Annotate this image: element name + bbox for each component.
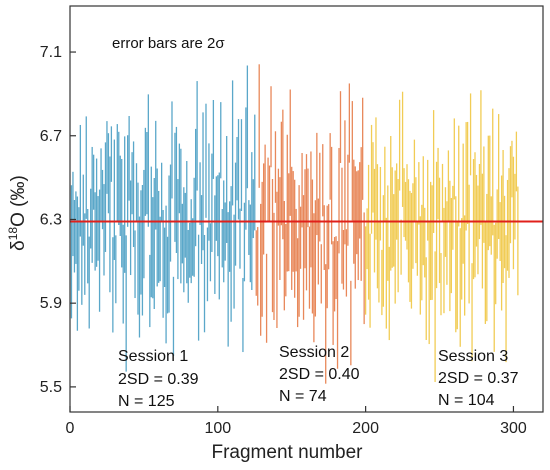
- session-3-name: Session 3: [438, 348, 508, 365]
- y-axis-title-superscript: 18: [6, 227, 20, 241]
- x-tick-label: 0: [66, 420, 75, 437]
- x-tick-label: 100: [204, 420, 231, 437]
- y-tick-label: 5.5: [40, 379, 62, 396]
- session-3-2sd: 2SD = 0.37: [438, 370, 519, 387]
- session-2-name: Session 2: [279, 344, 349, 361]
- x-axis-title: Fragment number: [211, 442, 363, 463]
- session-1-2sd: 2SD = 0.39: [118, 371, 199, 388]
- y-tick-label: 6.3: [40, 211, 62, 228]
- x-tick-label: 300: [500, 420, 527, 437]
- error-bar-note: error bars are 2σ: [112, 35, 225, 52]
- y-axis-title: δ18O (‰): [6, 175, 29, 251]
- error-bars: [70, 64, 519, 384]
- session-2-n: N = 74: [279, 388, 327, 405]
- y-tick-label: 7.1: [40, 44, 62, 61]
- y-axis-title-prefix: δ: [8, 240, 29, 251]
- plot-frame: [69, 5, 544, 413]
- y-tick-label: 6.7: [40, 128, 62, 145]
- session-2-label: Session 2 2SD = 0.40 N = 74: [279, 344, 360, 405]
- session-2-2sd: 2SD = 0.40: [279, 366, 360, 383]
- axis-ticks: 0 100 200 300 5.5 5.9 6.3 6.7 7.1: [40, 44, 527, 437]
- x-tick-label: 200: [352, 420, 379, 437]
- y-axis-title-suffix: O (‰): [8, 175, 29, 227]
- session-3-label: Session 3 2SD = 0.37 N = 104: [438, 348, 519, 409]
- session-1-label: Session 1 2SD = 0.39 N = 125: [118, 348, 199, 410]
- session-3-n: N = 104: [438, 392, 495, 409]
- session-1-n: N = 125: [118, 393, 175, 410]
- y-tick-label: 5.9: [40, 295, 62, 312]
- session-1-name: Session 1: [118, 348, 188, 365]
